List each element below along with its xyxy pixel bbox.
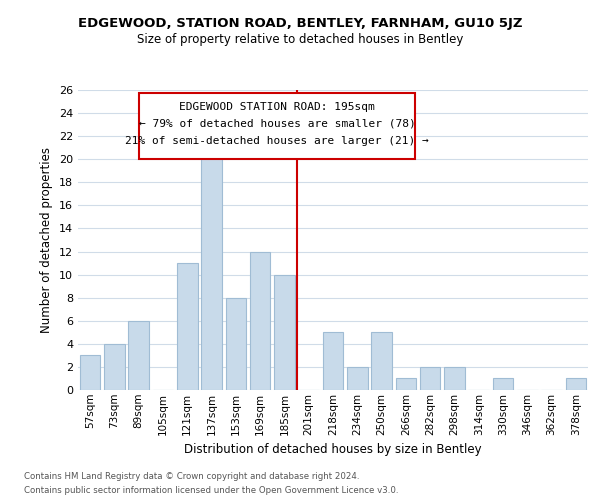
- Text: Contains public sector information licensed under the Open Government Licence v3: Contains public sector information licen…: [24, 486, 398, 495]
- Text: ← 79% of detached houses are smaller (78): ← 79% of detached houses are smaller (78…: [139, 118, 415, 128]
- Bar: [80, 356, 100, 390]
- Bar: [226, 298, 246, 390]
- Text: EDGEWOOD STATION ROAD: 195sqm: EDGEWOOD STATION ROAD: 195sqm: [179, 102, 375, 112]
- Bar: [566, 378, 586, 390]
- Text: 21% of semi-detached houses are larger (21) →: 21% of semi-detached houses are larger (…: [125, 136, 429, 146]
- Bar: [201, 148, 222, 390]
- Text: EDGEWOOD, STATION ROAD, BENTLEY, FARNHAM, GU10 5JZ: EDGEWOOD, STATION ROAD, BENTLEY, FARNHAM…: [78, 18, 522, 30]
- Bar: [444, 367, 465, 390]
- Bar: [395, 378, 416, 390]
- FancyBboxPatch shape: [139, 93, 415, 159]
- Bar: [347, 367, 368, 390]
- Bar: [420, 367, 440, 390]
- Bar: [493, 378, 514, 390]
- Bar: [250, 252, 271, 390]
- X-axis label: Distribution of detached houses by size in Bentley: Distribution of detached houses by size …: [184, 443, 482, 456]
- Bar: [128, 321, 149, 390]
- Bar: [371, 332, 392, 390]
- Y-axis label: Number of detached properties: Number of detached properties: [40, 147, 53, 333]
- Bar: [177, 263, 197, 390]
- Bar: [274, 274, 295, 390]
- Text: Contains HM Land Registry data © Crown copyright and database right 2024.: Contains HM Land Registry data © Crown c…: [24, 472, 359, 481]
- Bar: [104, 344, 125, 390]
- Text: Size of property relative to detached houses in Bentley: Size of property relative to detached ho…: [137, 32, 463, 46]
- Bar: [323, 332, 343, 390]
